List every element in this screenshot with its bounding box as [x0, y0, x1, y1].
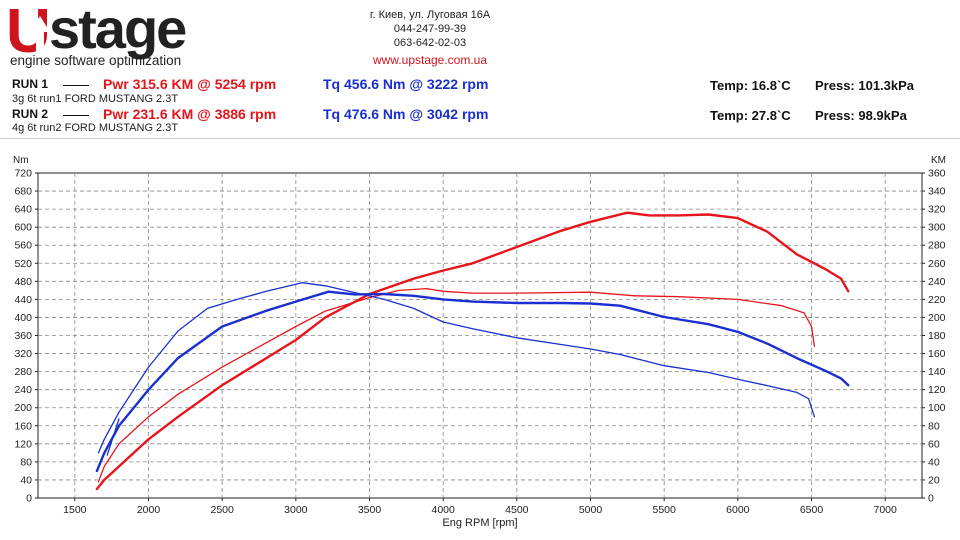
- run1-power: Pwr 315.6 KM @ 5254 rpm: [103, 76, 277, 92]
- logo-tagline: engine software optimization: [10, 53, 181, 68]
- y-right-tick-label: 20: [928, 474, 940, 486]
- power-curve-1: [97, 287, 816, 483]
- run1-temp: Temp: 16.8`C: [710, 78, 791, 93]
- y-left-tick-label: 240: [14, 384, 32, 396]
- y-left-tick-label: 80: [20, 456, 32, 468]
- y-right-tick-label: 40: [928, 456, 940, 468]
- logo-arrow-icon: [30, 16, 50, 54]
- run2-subtitle: 4g 6t run2 FORD MUSTANG 2.3T: [12, 122, 179, 134]
- y-left-tick-label: 0: [26, 493, 32, 505]
- y-left-tick-label: 600: [14, 222, 32, 234]
- y-left-tick-label: 120: [14, 438, 32, 450]
- x-tick-label: 2000: [137, 504, 161, 516]
- x-tick-label: 6500: [800, 504, 824, 516]
- x-tick-label: 1500: [63, 504, 87, 516]
- y-left-tick-label: 720: [14, 168, 32, 180]
- y-left-tick-label: 520: [14, 258, 32, 270]
- y-left-tick-label: 680: [14, 186, 32, 198]
- run1-torque: Tq 456.6 Nm @ 3222 rpm: [323, 76, 489, 92]
- y-left-tick-label: 40: [20, 474, 32, 486]
- y-right-tick-label: 320: [928, 204, 946, 216]
- website-link[interactable]: www.upstage.com.ua: [372, 53, 488, 67]
- run2-temp: Temp: 27.8`C: [710, 108, 791, 123]
- chart-ticks: 0 0 40 20 80 40 120 60 160 80 200 100 240 120 280 140 32…: [14, 168, 945, 517]
- y-right-tick-label: 200: [928, 312, 946, 324]
- torque-curve-3: [97, 282, 816, 454]
- run1-subtitle: 3g 6t run1 FORD MUSTANG 2.3T: [12, 93, 179, 105]
- run1-press: Press: 101.3kPa: [815, 78, 915, 93]
- x-axis-label: Eng RPM [rpm]: [442, 517, 517, 529]
- y-left-tick-label: 160: [14, 420, 32, 432]
- y-right-tick-label: 220: [928, 294, 946, 306]
- x-tick-label: 3500: [358, 504, 382, 516]
- x-tick-label: 5500: [652, 504, 676, 516]
- run1-label: RUN 1: [12, 77, 49, 91]
- y-left-tick-label: 560: [14, 240, 32, 252]
- y-right-tick-label: 260: [928, 258, 946, 270]
- y-right-tick-label: 120: [928, 384, 946, 396]
- y-left-tick-label: 360: [14, 330, 32, 342]
- y-left-tick-label: 480: [14, 276, 32, 288]
- x-tick-label: 2500: [210, 504, 234, 516]
- y-right-tick-label: 60: [928, 438, 940, 450]
- phone-2: 063-642-02-03: [393, 37, 467, 49]
- y-right-tick-label: 160: [928, 348, 946, 360]
- y-left-tick-label: 320: [14, 348, 32, 360]
- dyno-chart: 0 0 40 20 80 40 120 60 160 80 200 100 240 120 280 140 32…: [13, 155, 946, 529]
- chart-grid: [37, 172, 923, 499]
- run2-line-sample: [63, 115, 89, 116]
- y-right-tick-label: 280: [928, 240, 946, 252]
- x-tick-label: 5000: [579, 504, 603, 516]
- run2-press: Press: 98.9kPa: [815, 108, 907, 123]
- torque-curve-4: [106, 418, 120, 456]
- address: г. Киев, ул. Луговая 16А: [369, 9, 491, 21]
- run2-label: RUN 2: [12, 107, 49, 121]
- y-right-tick-label: 0: [928, 493, 934, 505]
- x-tick-label: 6000: [726, 504, 750, 516]
- power-curve-0: [95, 211, 850, 491]
- x-tick-label: 7000: [873, 504, 897, 516]
- y-left-tick-label: 200: [14, 402, 32, 414]
- logo-stage: stage: [49, 2, 186, 60]
- x-tick-label: 4000: [431, 504, 455, 516]
- y-left-unit: Nm: [13, 155, 29, 166]
- y-right-tick-label: 100: [928, 402, 946, 414]
- y-right-tick-label: 140: [928, 366, 946, 378]
- y-left-tick-label: 440: [14, 294, 32, 306]
- y-right-unit: KM: [931, 155, 946, 166]
- y-right-tick-label: 240: [928, 276, 946, 288]
- torque-curve-2: [95, 290, 850, 473]
- y-right-tick-label: 340: [928, 186, 946, 198]
- y-left-tick-label: 280: [14, 366, 32, 378]
- run2-power: Pwr 231.6 KM @ 3886 rpm: [103, 106, 277, 122]
- phone-1: 044-247-99-39: [393, 23, 467, 35]
- y-right-tick-label: 180: [928, 330, 946, 342]
- run2-torque: Tq 476.6 Nm @ 3042 rpm: [323, 106, 489, 122]
- header-separator: [0, 138, 960, 139]
- chart-lines: [95, 211, 850, 491]
- x-tick-label: 4500: [505, 504, 529, 516]
- y-right-tick-label: 360: [928, 168, 946, 180]
- upstage-logo: U stage engine software optimization: [6, 2, 188, 68]
- y-right-tick-label: 80: [928, 420, 940, 432]
- y-right-tick-label: 300: [928, 222, 946, 234]
- x-tick-label: 3000: [284, 504, 308, 516]
- y-left-tick-label: 640: [14, 204, 32, 216]
- run1-line-sample: [63, 85, 89, 86]
- y-left-tick-label: 400: [14, 312, 32, 324]
